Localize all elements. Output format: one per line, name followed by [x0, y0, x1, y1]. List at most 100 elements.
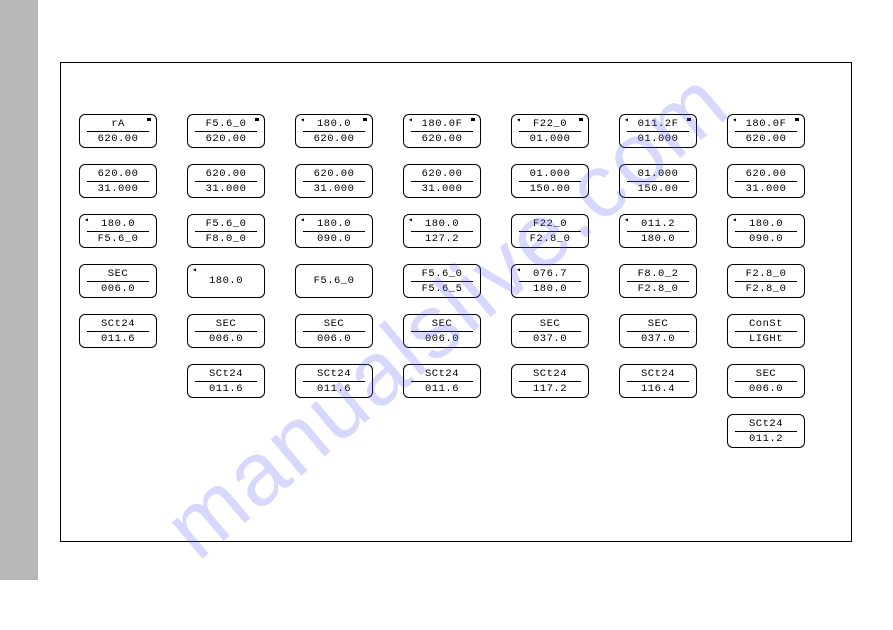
lcd-cell-wrap: F5.6_0620.00: [186, 114, 266, 148]
lcd-line-top: 180.0: [317, 118, 351, 130]
lcd-display: SEC006.0: [403, 314, 481, 348]
lcd-cell-wrap: ◂076.7180.0: [510, 264, 590, 298]
lcd-line-top: F8.0_2: [638, 268, 679, 280]
lcd-display: 620.0031.000: [727, 164, 805, 198]
lcd-divider: [735, 131, 797, 132]
lcd-divider: [87, 231, 149, 232]
lcd-line-top: F2.8_0: [746, 268, 787, 280]
lcd-row: 620.0031.000620.0031.000620.0031.000620.…: [78, 164, 852, 198]
lcd-display: SEC037.0: [619, 314, 697, 348]
lcd-line-top: 180.0F: [422, 118, 463, 130]
lcd-line-bottom: 006.0: [209, 333, 243, 345]
lcd-line-top: SCt24: [317, 368, 351, 380]
lcd-row: SEC006.0◂180.0F5.6_0F5.6_0F5.6_5◂076.718…: [78, 264, 852, 298]
lcd-line-bottom: 180.0: [641, 233, 675, 245]
lcd-row: SCt24 011.6 SCt24 011.6 SCt24 011.6 SCt24117.2…: [78, 364, 852, 398]
lcd-cell-wrap: ◂180.0F620.00: [402, 114, 482, 148]
lcd-cell-wrap: 620.0031.000: [294, 164, 374, 198]
lcd-line-top: SCt24: [749, 418, 783, 430]
lcd-cell-wrap: ◂180.0F5.6_0: [78, 214, 158, 248]
lcd-line-bottom: 037.0: [533, 333, 567, 345]
lcd-display: SCt24011.6: [79, 314, 157, 348]
lcd-line-bottom: 011.6: [101, 333, 135, 345]
lcd-line-top: 620.00: [206, 168, 247, 180]
lcd-cell-wrap: 620.00 31.000: [186, 164, 266, 198]
lcd-divider: [627, 131, 689, 132]
lcd-line-bottom: F2.8_0: [746, 283, 787, 295]
lcd-line-bottom: 180.0: [533, 283, 567, 295]
lcd-divider: [411, 181, 473, 182]
indicator-dot-icon: [795, 118, 799, 121]
arrow-icon: ◂: [732, 217, 737, 225]
lcd-divider: [519, 181, 581, 182]
lcd-divider: [627, 281, 689, 282]
empty-cell: [187, 414, 265, 448]
lcd-line-bottom: F8.0_0: [206, 233, 247, 245]
lcd-cell-wrap: F5.6_0F5.6_5: [402, 264, 482, 298]
lcd-display: 620.0031.000: [79, 164, 157, 198]
lcd-line-top: rA: [111, 118, 125, 130]
lcd-cell-wrap: F2.8_0 F2.8_0: [726, 264, 806, 298]
lcd-divider: [735, 281, 797, 282]
lcd-display: SCt24116.4: [619, 364, 697, 398]
lcd-line-top: 01.000: [530, 168, 571, 180]
lcd-line-bottom: 006.0: [425, 333, 459, 345]
lcd-divider: [87, 131, 149, 132]
lcd-line-top: 180.0: [209, 275, 243, 287]
lcd-divider: [87, 331, 149, 332]
lcd-line-bottom: LIGHt: [749, 333, 783, 345]
lcd-line-bottom: 116.4: [641, 383, 675, 395]
lcd-cell-wrap: [618, 414, 698, 448]
lcd-cell-wrap: SEC006.0: [294, 314, 374, 348]
lcd-display: ◂180.0F5.6_0: [79, 214, 157, 248]
lcd-cell-wrap: SCt24011.6: [186, 364, 266, 398]
lcd-line-bottom: F5.6_0: [98, 233, 139, 245]
lcd-cell-wrap: [510, 414, 590, 448]
lcd-cell-wrap: ConStLIGHt: [726, 314, 806, 348]
lcd-line-top: 620.00: [746, 168, 787, 180]
lcd-display: ◂180.0090.0: [295, 214, 373, 248]
lcd-line-top: 180.0: [101, 218, 135, 230]
lcd-line-bottom: 620.00: [314, 133, 355, 145]
lcd-line-top: F22_0: [533, 118, 567, 130]
lcd-cell-wrap: ◂F22_001.000: [510, 114, 590, 148]
lcd-divider: [411, 131, 473, 132]
lcd-line-top: F22_0: [533, 218, 567, 230]
lcd-line-top: SCt24: [425, 368, 459, 380]
lcd-line-top: 011.2: [641, 218, 675, 230]
lcd-display: 620.0031.000: [403, 164, 481, 198]
empty-cell: [79, 364, 157, 398]
lcd-line-bottom: 011.6: [317, 383, 351, 395]
lcd-line-bottom: 011.6: [425, 383, 459, 395]
lcd-divider: [195, 131, 257, 132]
lcd-cell-wrap: SCt24117.2: [510, 364, 590, 398]
empty-cell: [79, 414, 157, 448]
lcd-line-bottom: 31.000: [314, 183, 355, 195]
empty-cell: [295, 414, 373, 448]
lcd-divider: [735, 431, 797, 432]
lcd-display: ◂076.7180.0: [511, 264, 589, 298]
lcd-line-bottom: 006.0: [749, 383, 783, 395]
lcd-line-top: 01.000: [638, 168, 679, 180]
lcd-cell-wrap: SCt24 011.6: [294, 364, 374, 398]
indicator-dot-icon: [687, 118, 691, 121]
lcd-display: SEC006.0: [187, 314, 265, 348]
lcd-display: SCt24 011.6: [403, 364, 481, 398]
lcd-display: 01.000150.00: [619, 164, 697, 198]
empty-cell: [619, 414, 697, 448]
lcd-cell-wrap: F22_0F2.8_0: [510, 214, 590, 248]
lcd-divider: [195, 181, 257, 182]
lcd-line-top: SCt24: [533, 368, 567, 380]
lcd-divider: [303, 131, 365, 132]
lcd-line-top: 620.00: [422, 168, 463, 180]
lcd-display: ◂180.0: [187, 264, 265, 298]
lcd-line-bottom: 006.0: [101, 283, 135, 295]
lcd-display: ◂180.0F620.00: [403, 114, 481, 148]
lcd-line-bottom: 620.00: [206, 133, 247, 145]
lcd-cell-wrap: ◂011.2180.0: [618, 214, 698, 248]
lcd-display: ConStLIGHt: [727, 314, 805, 348]
lcd-line-bottom: 31.000: [206, 183, 247, 195]
lcd-divider: [195, 331, 257, 332]
lcd-line-top: SEC: [648, 318, 668, 330]
lcd-line-bottom: 011.6: [209, 383, 243, 395]
